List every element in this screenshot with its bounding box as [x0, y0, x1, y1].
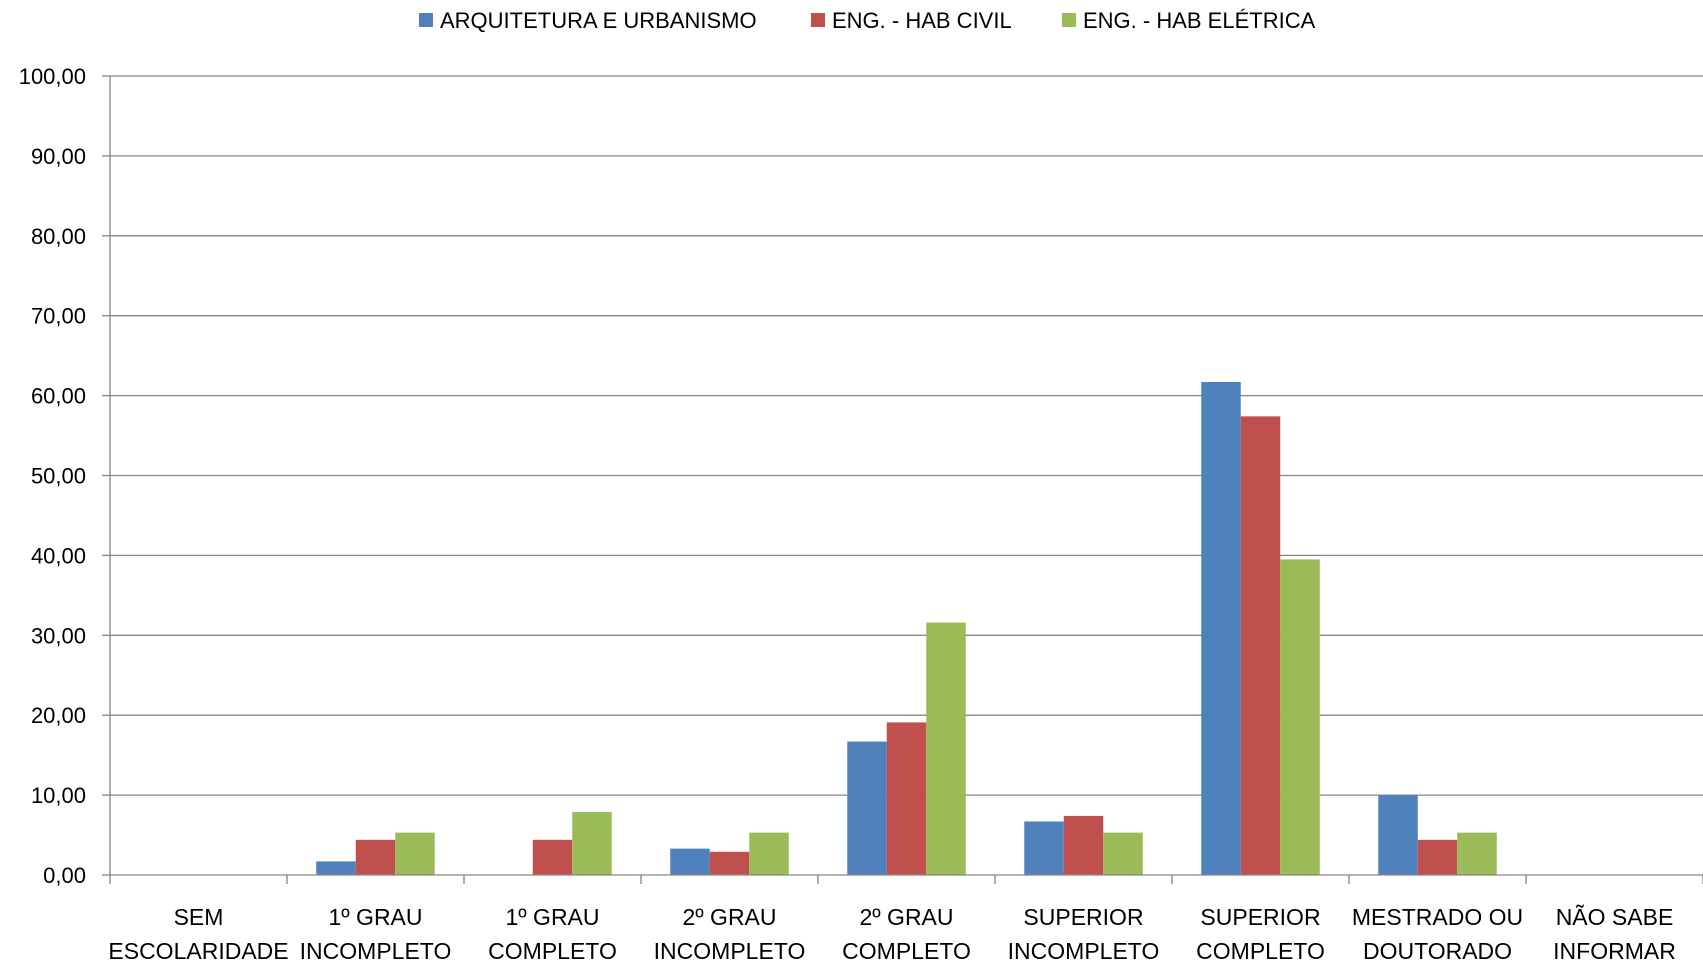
x-category-label: 2º GRAU	[682, 904, 776, 930]
x-category-label: COMPLETO	[488, 938, 617, 961]
x-axis: SEM ESCOLARIDADE 1º GRAU INCOMPLETO 1º GRAU C…	[108, 874, 1703, 961]
bar	[1417, 839, 1458, 875]
bars	[316, 382, 1497, 875]
x-category-label: NÃO SABE	[1556, 904, 1674, 930]
y-tick-label: 30,00	[31, 623, 86, 648]
y-tick-label: 0,00	[43, 863, 86, 888]
bar	[532, 839, 573, 875]
legend-swatch	[1062, 13, 1076, 27]
x-category-label: 2º GRAU	[859, 904, 953, 930]
bar	[1280, 559, 1320, 875]
x-category-label: INCOMPLETO	[1008, 938, 1160, 961]
x-category-label: ESCOLARIDADE	[108, 938, 288, 961]
x-category-label: SUPERIOR	[1200, 904, 1320, 930]
x-category-label: SEM	[174, 904, 224, 930]
legend-label: ENG. - HAB CIVIL	[832, 8, 1012, 33]
legend-label: ARQUITETURA E URBANISMO	[440, 8, 757, 33]
bar	[1063, 815, 1104, 875]
bar	[886, 722, 927, 875]
bar	[749, 832, 789, 875]
x-category-label: 1º GRAU	[505, 904, 599, 930]
bar	[355, 839, 396, 875]
y-tick-label: 100,00	[19, 64, 86, 89]
legend-swatch	[419, 13, 433, 27]
bar	[1024, 821, 1064, 875]
y-tick-label: 10,00	[31, 783, 86, 808]
x-category-label: INCOMPLETO	[654, 938, 806, 961]
bar	[1201, 382, 1241, 875]
x-category-label: COMPLETO	[1196, 938, 1325, 961]
bar	[926, 622, 966, 875]
y-tick-label: 20,00	[31, 703, 86, 728]
legend-label: ENG. - HAB ELÉTRICA	[1083, 8, 1316, 33]
y-axis: 0,00 10,00 20,00 30,00 40,00 50,00 60,00 70,00 8…	[19, 64, 111, 888]
x-category-label: INCOMPLETO	[300, 938, 452, 961]
y-tick-label: 70,00	[31, 304, 86, 329]
y-tick-label: 40,00	[31, 543, 86, 568]
bar	[1457, 832, 1497, 875]
y-tick-label: 50,00	[31, 464, 86, 489]
y-tick-label: 60,00	[31, 384, 86, 409]
y-tick-label: 80,00	[31, 224, 86, 249]
bar	[395, 832, 435, 875]
bar	[1103, 832, 1143, 875]
x-category-label: COMPLETO	[842, 938, 971, 961]
x-category-label: SUPERIOR	[1023, 904, 1143, 930]
bar	[316, 861, 356, 875]
bar	[1240, 416, 1281, 875]
bar	[847, 741, 887, 875]
bar	[572, 811, 612, 875]
x-category-label: 1º GRAU	[328, 904, 422, 930]
bar	[670, 848, 710, 875]
bar	[709, 851, 750, 875]
y-tick-label: 90,00	[31, 144, 86, 169]
legend: ARQUITETURA E URBANISMO ENG. - HAB CIVIL E…	[419, 8, 1316, 33]
gridlines	[110, 75, 1703, 796]
x-category-label: DOUTORADO	[1363, 938, 1512, 961]
legend-swatch	[811, 13, 825, 27]
bar	[1378, 795, 1418, 875]
x-category-label: INFORMAR	[1553, 938, 1676, 961]
x-category-label: MESTRADO OU	[1352, 904, 1523, 930]
